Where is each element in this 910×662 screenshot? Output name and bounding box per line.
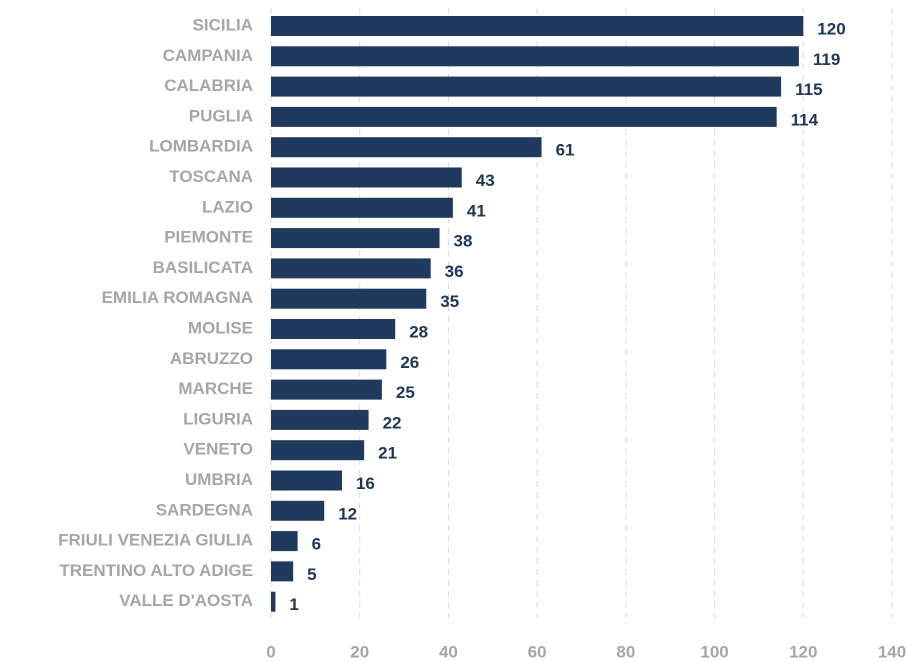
x-tick-label: 20 — [350, 642, 369, 661]
y-tick-label: PUGLIA — [189, 106, 253, 125]
value-label: 28 — [409, 322, 428, 341]
x-tick-label: 100 — [700, 642, 728, 661]
x-tick-label: 60 — [528, 642, 547, 661]
bar — [271, 258, 431, 279]
bar — [271, 167, 462, 188]
y-tick-label: FRIULI VENEZIA GIULIA — [58, 531, 253, 550]
y-tick-label: CALABRIA — [164, 76, 253, 95]
x-tick-label: 80 — [616, 642, 635, 661]
y-tick-label: ABRUZZO — [170, 349, 253, 368]
bar — [271, 16, 804, 36]
x-tick-label: 120 — [789, 642, 817, 661]
y-tick-label: VALLE D'AOSTA — [119, 591, 253, 610]
bar — [271, 288, 427, 309]
y-tick-label: BASILICATA — [153, 258, 253, 277]
value-label: 114 — [791, 110, 819, 129]
value-label: 119 — [813, 50, 840, 69]
bar — [271, 197, 453, 218]
y-tick-label: SARDEGNA — [156, 500, 253, 519]
bar — [271, 440, 365, 461]
bar — [271, 137, 542, 158]
x-tick-label: 140 — [878, 642, 906, 661]
bar — [271, 531, 298, 552]
y-tick-label: LOMBARDIA — [149, 137, 253, 156]
y-tick-label: LAZIO — [202, 197, 253, 216]
y-tick-label: MARCHE — [178, 379, 253, 398]
y-tick-label: CAMPANIA — [163, 46, 253, 65]
y-tick-label: UMBRIA — [185, 470, 253, 489]
value-label: 6 — [312, 535, 321, 554]
bar — [271, 591, 276, 612]
value-label: 16 — [356, 474, 375, 493]
value-label: 26 — [400, 353, 419, 372]
bar — [271, 500, 325, 521]
x-tick-label: 0 — [266, 642, 275, 661]
y-tick-label: LIGURIA — [183, 409, 253, 428]
value-label: 21 — [378, 444, 397, 463]
value-label: 25 — [396, 383, 415, 402]
value-label: 38 — [454, 232, 473, 251]
y-tick-label: SICILIA — [193, 15, 253, 34]
bar — [271, 46, 799, 67]
bar — [271, 228, 440, 249]
y-tick-label: VENETO — [183, 440, 253, 459]
bar — [271, 470, 342, 491]
y-tick-label: TRENTINO ALTO ADIGE — [59, 561, 253, 580]
y-tick-label: TOSCANA — [169, 167, 253, 186]
value-label: 41 — [467, 201, 486, 220]
value-label: 115 — [795, 80, 822, 99]
value-label: 120 — [817, 19, 845, 38]
value-label: 43 — [476, 171, 495, 190]
value-label: 61 — [556, 141, 575, 160]
value-label: 12 — [338, 504, 357, 523]
y-tick-label: MOLISE — [188, 318, 253, 337]
bar — [271, 379, 382, 400]
value-label: 5 — [307, 565, 316, 584]
value-label: 22 — [383, 413, 402, 432]
bar — [271, 409, 369, 430]
y-tick-label: EMILIA ROMAGNA — [102, 288, 253, 307]
bar — [271, 319, 396, 339]
x-tick-label: 40 — [439, 642, 458, 661]
bar — [271, 561, 294, 582]
y-tick-label: PIEMONTE — [164, 228, 253, 247]
bar — [271, 349, 387, 370]
value-label: 1 — [289, 595, 298, 614]
bar — [271, 106, 777, 127]
value-label: 36 — [445, 262, 464, 281]
bar — [271, 76, 782, 97]
value-label: 35 — [440, 292, 459, 311]
